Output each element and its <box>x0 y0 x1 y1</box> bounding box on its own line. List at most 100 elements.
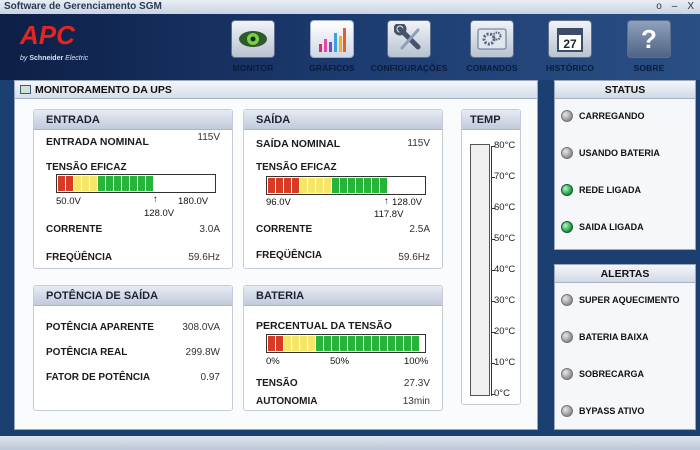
status-item-label: REDE LIGADA <box>579 185 642 195</box>
bar-segment <box>276 336 283 351</box>
bar-segment <box>364 336 371 351</box>
calendar-day: 27 <box>563 37 577 51</box>
bar-segment <box>292 178 299 193</box>
nav-graficos-label: GRÁFICOS <box>309 63 355 73</box>
status-led-off-icon <box>561 405 573 417</box>
potencia-panel: POTÊNCIA DE SAÍDA POTÊNCIA APARENTE 308.… <box>33 285 233 411</box>
nav-monitor[interactable]: MONITOR <box>214 20 292 73</box>
bar-segment <box>340 336 347 351</box>
status-item-label: CARREGANDO <box>579 111 645 121</box>
entrada-bar-min: 50.0V <box>56 196 81 207</box>
status-led-off-icon <box>561 368 573 380</box>
window-minimize-button[interactable]: – <box>671 1 678 12</box>
saida-tensao-label: TENSÃO EFICAZ <box>256 162 337 173</box>
potencia-real-value: 299.8W <box>185 347 220 358</box>
window-options-button[interactable]: o <box>656 1 662 12</box>
nav-comandos-label: COMANDOS <box>466 63 518 73</box>
bar-chart-icon <box>310 20 354 58</box>
gears-icon <box>470 20 514 58</box>
saida-corrente-label: CORRENTE <box>256 224 313 235</box>
alertas-item-label: BATERIA BAIXA <box>579 332 649 342</box>
bar-segment <box>348 336 355 351</box>
bar-segment <box>412 336 419 351</box>
entrada-corrente-value: 3.0A <box>199 224 220 235</box>
bateria-autonomia-value: 13min <box>402 396 430 407</box>
entrada-bar-current: 128.0V <box>144 208 175 219</box>
status-item-label: SAIDA LIGADA <box>579 222 644 232</box>
temp-tick-line <box>491 301 495 302</box>
temp-tick-line <box>491 208 495 209</box>
bar-segment <box>284 178 291 193</box>
bateria-title: BATERIA <box>244 286 442 306</box>
alertas-item: BATERIA BAIXA <box>561 331 649 343</box>
monitor-panel: MONITORAMENTO DA UPS ENTRADA ENTRADA NOM… <box>14 80 538 430</box>
bottom-bar <box>0 436 700 450</box>
bar-segment <box>114 176 121 191</box>
status-led-on-icon <box>561 184 573 196</box>
window-close-button[interactable]: X <box>687 1 694 12</box>
status-item: CARREGANDO <box>561 110 645 122</box>
bar-segment <box>324 178 331 193</box>
potencia-aparente-value: 308.0VA <box>182 322 220 333</box>
entrada-freq-label: FREQÜÊNCIA <box>46 252 113 263</box>
bar-segment <box>138 176 145 191</box>
nav-graficos[interactable]: GRÁFICOS <box>293 20 371 73</box>
bar-segment <box>356 178 363 193</box>
bar-segment <box>292 336 299 351</box>
bar-segment <box>276 178 283 193</box>
bar-segment <box>372 178 379 193</box>
window-controls: o – X <box>656 1 694 12</box>
bateria-tick-100: 100% <box>404 356 429 367</box>
alertas-item-label: BYPASS ATIVO <box>579 406 645 416</box>
alertas-item: BYPASS ATIVO <box>561 405 644 417</box>
bar-segment <box>364 178 371 193</box>
saida-nominal-value: 115V <box>407 138 430 149</box>
window-title: Software de Gerenciamento SGM <box>4 1 162 12</box>
bar-segment <box>74 176 81 191</box>
bar-segment <box>316 178 323 193</box>
entrada-freq-value: 59.6Hz <box>188 252 220 263</box>
bateria-panel: BATERIA PERCENTUAL DA TENSÃO 0% 50% 100%… <box>243 285 443 411</box>
alertas-item-label: SUPER AQUECIMENTO <box>579 295 680 305</box>
status-item-label: USANDO BATERIA <box>579 148 660 158</box>
status-led-off-icon <box>561 147 573 159</box>
bar-segment <box>122 176 129 191</box>
bar-segment <box>316 336 323 351</box>
bar-segment <box>106 176 113 191</box>
bar-segment <box>332 336 339 351</box>
potencia-real-label: POTÊNCIA REAL <box>46 347 128 358</box>
alertas-item: SUPER AQUECIMENTO <box>561 294 680 306</box>
saida-bar-marker-icon: ↑ <box>384 196 389 207</box>
nav-sobre[interactable]: ? SOBRE <box>610 20 688 73</box>
temp-tick-label: 20°C <box>494 326 516 337</box>
saida-panel: SAÍDA SAÍDA NOMINAL 115V TENSÃO EFICAZ 9… <box>243 109 443 269</box>
nav-historico[interactable]: 27 HISTÓRICO <box>531 20 609 73</box>
status-item: REDE LIGADA <box>561 184 641 196</box>
saida-bar-max: 128.0V <box>392 197 423 208</box>
wrench-icon <box>387 20 431 58</box>
temp-tick-label: 70°C <box>494 171 516 182</box>
saida-corrente-value: 2.5A <box>409 224 430 235</box>
nav-configuracoes[interactable]: CONFIGURAÇÕES <box>370 20 448 73</box>
bar-segment <box>268 178 275 193</box>
bar-segment <box>98 176 105 191</box>
temp-tick-line <box>491 270 495 271</box>
nav-comandos[interactable]: COMANDOS <box>453 20 531 73</box>
potencia-fator-value: 0.97 <box>200 372 220 383</box>
apc-logo: APC <box>19 22 76 50</box>
entrada-tensao-label: TENSÃO EFICAZ <box>46 162 127 173</box>
bateria-tensao-label: TENSÃO <box>256 378 298 389</box>
alertas-item: SOBRECARGA <box>561 368 644 380</box>
entrada-voltage-bar <box>56 174 216 193</box>
calendar-icon: 27 <box>548 20 592 58</box>
saida-freq-label: FREQÜÊNCIA <box>256 250 323 261</box>
entrada-nominal-label: ENTRADA NOMINAL <box>46 136 149 148</box>
temp-tick-line <box>491 239 495 240</box>
bar-segment <box>82 176 89 191</box>
entrada-bar-max: 180.0V <box>178 196 209 207</box>
alertas-title: ALERTAS <box>555 265 695 283</box>
temp-tick-label: 0°C <box>494 388 510 399</box>
temp-tick-label: 40°C <box>494 264 516 275</box>
temp-tick-line <box>491 146 495 147</box>
thermometer-tube <box>470 144 490 396</box>
